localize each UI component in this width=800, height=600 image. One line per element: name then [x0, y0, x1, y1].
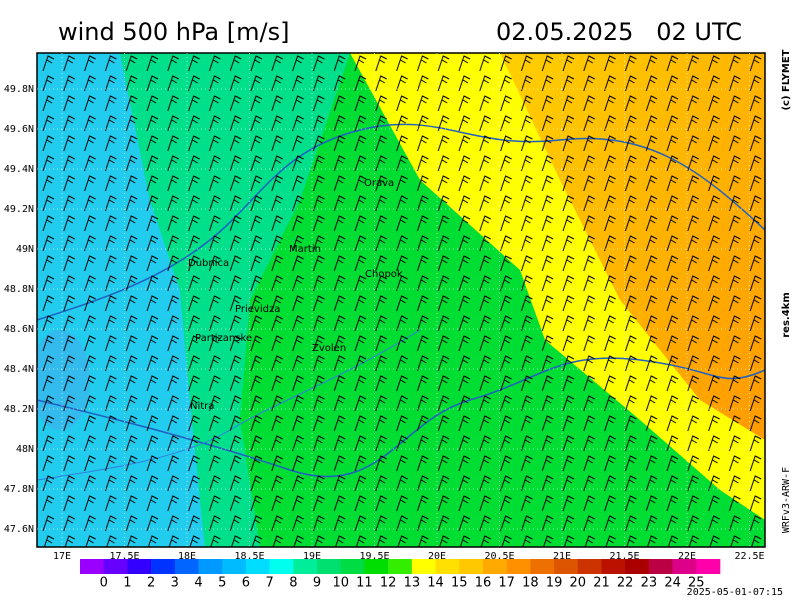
colorbar-label: 24: [664, 576, 681, 591]
colorbar-swatch: [435, 559, 460, 574]
city-label: Zvolen: [312, 343, 346, 354]
colorbar-label: 22: [617, 576, 634, 591]
colorbar-swatch: [222, 559, 247, 574]
colorbar-swatch: [530, 559, 555, 574]
colorbar-label: 2: [147, 576, 155, 591]
colorbar-swatch: [103, 559, 128, 574]
wind-field: [37, 53, 765, 547]
colorbar-swatch: [625, 559, 650, 574]
colorbar-swatch: [364, 559, 389, 574]
timestamp: 2025-05-01-07:15: [687, 587, 783, 598]
valid-time: 02.05.2025 02 UTC: [496, 18, 742, 46]
colorbar-label: 12: [380, 576, 397, 591]
colorbar-label: 23: [641, 576, 658, 591]
lat-tick-label: 48.8N: [4, 284, 34, 295]
city-label: Partizanske: [195, 333, 252, 344]
colorbar-label: 8: [289, 576, 297, 591]
colorbar-label: 13: [404, 576, 421, 591]
lon-tick-label: 21.5E: [609, 551, 639, 562]
city-label: Nitra: [190, 401, 214, 412]
colorbar-label: 19: [546, 576, 563, 591]
colorbar-swatch: [269, 559, 294, 574]
colorbar-swatch: [696, 559, 721, 574]
credit: (c) FLYMET: [781, 49, 792, 110]
colorbar-label: 1: [123, 576, 131, 591]
colorbar-swatch: [245, 559, 270, 574]
lon-tick-label: 17.5E: [109, 551, 139, 562]
colorbar-label: 20: [570, 576, 587, 591]
colorbar-label: 3: [171, 576, 179, 591]
colorbar-label: 16: [475, 576, 492, 591]
colorbar-swatch: [388, 559, 413, 574]
lon-tick-label: 18E: [178, 551, 196, 562]
colorbar-swatch: [340, 559, 365, 574]
colorbar-swatch: [80, 559, 105, 574]
colorbar-label: 10: [332, 576, 349, 591]
colorbar-label: 11: [356, 576, 373, 591]
colorbar-swatch: [127, 559, 152, 574]
colorbar-label: 9: [313, 576, 321, 591]
lon-tick-label: 20.5E: [484, 551, 514, 562]
colorbar-label: 5: [218, 576, 226, 591]
colorbar-swatch: [577, 559, 602, 574]
colorbar-swatch: [174, 559, 199, 574]
lon-tick-label: 20E: [428, 551, 446, 562]
lon-tick-label: 19.5E: [359, 551, 389, 562]
colorbar-label: 4: [194, 576, 202, 591]
plot-frame: [36, 52, 766, 548]
city-label: Chopok: [365, 269, 403, 280]
city-label: Prievidza: [235, 304, 280, 315]
lon-tick-label: 19E: [303, 551, 321, 562]
colorbar-label: 17: [498, 576, 515, 591]
resolution: res.4km: [781, 292, 792, 338]
lat-tick-label: 49.6N: [4, 124, 34, 135]
colorbar-label: 25: [688, 576, 705, 591]
colorbar-swatch: [198, 559, 223, 574]
lat-tick-label: 48.4N: [4, 364, 34, 375]
city-label: Orava: [364, 178, 394, 189]
colorbar-swatch: [554, 559, 579, 574]
colorbar-swatch: [411, 559, 436, 574]
colorbar-swatch: [459, 559, 484, 574]
city-label: Dubnica: [188, 258, 229, 269]
colorbar-swatch: [648, 559, 673, 574]
colorbar-label: 21: [593, 576, 610, 591]
lat-tick-label: 47.8N: [4, 484, 34, 495]
lon-tick-label: 22E: [678, 551, 696, 562]
lat-tick-label: 49.8N: [4, 84, 34, 95]
colorbar-swatch: [506, 559, 531, 574]
lon-tick-label: 17E: [53, 551, 71, 562]
colorbar-swatch: [317, 559, 342, 574]
colorbar-label: 18: [522, 576, 539, 591]
city-label: Martin: [289, 244, 321, 255]
wind-barbs: [37, 53, 765, 547]
model: WRFv3-ARW-F: [781, 467, 792, 533]
colorbar-swatch: [151, 559, 176, 574]
colorbar-label: 15: [451, 576, 468, 591]
lat-tick-label: 49.2N: [4, 204, 34, 215]
colorbar-swatch: [482, 559, 507, 574]
colorbar-swatch: [672, 559, 697, 574]
lat-tick-label: 49N: [16, 244, 34, 255]
lat-tick-label: 47.6N: [4, 524, 34, 535]
lon-tick-label: 21E: [553, 551, 571, 562]
lat-tick-label: 48N: [16, 444, 34, 455]
colorbar-label: 0: [100, 576, 108, 591]
lon-tick-label: 18.5E: [234, 551, 264, 562]
colorbar-label: 14: [427, 576, 444, 591]
colorbar-swatch: [601, 559, 626, 574]
lon-tick-label: 22.5E: [734, 551, 764, 562]
lat-tick-label: 48.2N: [4, 404, 34, 415]
colorbar-label: 6: [242, 576, 250, 591]
map-title: wind 500 hPa [m/s]: [58, 18, 289, 46]
colorbar-swatch: [293, 559, 318, 574]
colorbar-label: 7: [265, 576, 273, 591]
lat-tick-label: 49.4N: [4, 164, 34, 175]
lat-tick-label: 48.6N: [4, 324, 34, 335]
